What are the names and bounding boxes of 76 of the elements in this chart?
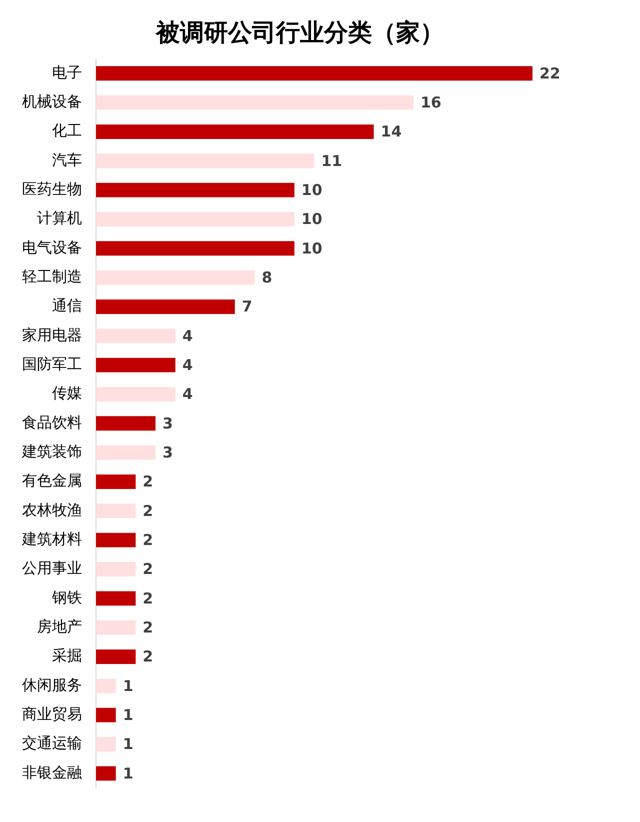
y-tick-label: 有色金属	[22, 472, 82, 490]
bar	[96, 328, 176, 344]
y-tick-label: 通信	[52, 296, 82, 315]
data-label: 7	[242, 298, 252, 316]
y-tick-label: 国防军工	[22, 354, 82, 373]
bar	[96, 387, 176, 402]
bar	[96, 154, 314, 168]
data-label: 14	[380, 122, 402, 141]
data-label: 4	[182, 326, 193, 345]
y-tick-label: 医药生物	[22, 180, 82, 198]
bar	[96, 241, 294, 256]
bar	[96, 445, 156, 460]
data-label: 4	[182, 385, 193, 404]
bar	[96, 532, 136, 548]
bar	[96, 591, 136, 606]
data-label: 1	[122, 676, 134, 695]
bar	[96, 620, 136, 635]
bar	[96, 270, 255, 285]
bar	[96, 416, 156, 431]
data-label: 8	[262, 268, 272, 286]
y-tick-label: 农林牧渔	[22, 500, 82, 519]
y-tick-label: 建筑材料	[21, 530, 82, 548]
y-tick-label: 采掘	[52, 646, 82, 665]
data-label: 11	[321, 152, 342, 170]
y-tick-label: 食品饮料	[22, 413, 82, 432]
data-label: 2	[142, 530, 154, 549]
data-label: 4	[182, 356, 193, 374]
y-tick-label: 房地产	[37, 617, 82, 636]
data-label: 2	[142, 618, 154, 636]
y-tick-label: 钢铁	[51, 588, 82, 606]
bar	[96, 66, 532, 81]
y-tick-label: 休闲服务	[22, 676, 82, 694]
data-label: 10	[301, 180, 322, 199]
bar	[96, 300, 235, 314]
data-label: 2	[142, 502, 154, 520]
data-label: 10	[301, 210, 322, 228]
y-tick-label: 化工	[52, 122, 82, 140]
bar	[96, 650, 136, 664]
y-tick-label: 非银金融	[22, 763, 82, 782]
y-tick-label: 建筑装饰	[21, 442, 82, 460]
data-label: 22	[539, 64, 560, 82]
chart-title: 被调研公司行业分类（家）	[155, 18, 444, 47]
data-label: 2	[142, 472, 154, 491]
y-tick-label: 家用电器	[22, 326, 82, 344]
bar	[96, 474, 136, 489]
bar	[96, 358, 176, 372]
bar	[96, 182, 294, 198]
y-tick-label: 电子	[52, 63, 82, 82]
y-tick-label: 轻工制造	[22, 267, 82, 286]
data-label: 2	[142, 589, 154, 608]
data-label: 1	[122, 706, 134, 724]
bar	[96, 562, 136, 576]
data-label: 3	[162, 414, 173, 432]
y-tick-label: 交通运输	[22, 734, 82, 752]
y-tick-label: 商业贸易	[22, 704, 82, 723]
y-tick-label: 汽车	[52, 150, 82, 169]
data-label: 16	[420, 93, 442, 112]
bar	[96, 95, 414, 110]
data-label: 1	[122, 735, 134, 754]
data-label: 3	[162, 443, 173, 462]
bar	[96, 212, 294, 226]
bar	[96, 678, 116, 694]
bar	[96, 737, 116, 752]
bar	[96, 708, 116, 722]
data-label: 2	[142, 648, 154, 666]
y-tick-label: 机械设备	[22, 92, 82, 110]
data-label: 1	[122, 764, 134, 782]
bar	[96, 504, 136, 518]
y-tick-label: 电气设备	[22, 238, 82, 256]
bar	[96, 766, 116, 781]
y-tick-label: 计算机	[37, 209, 82, 228]
data-label: 2	[142, 560, 154, 578]
data-label: 10	[301, 239, 322, 258]
y-tick-label: 传媒	[52, 384, 82, 402]
bar	[96, 124, 374, 139]
y-tick-label: 公用事业	[22, 559, 82, 578]
